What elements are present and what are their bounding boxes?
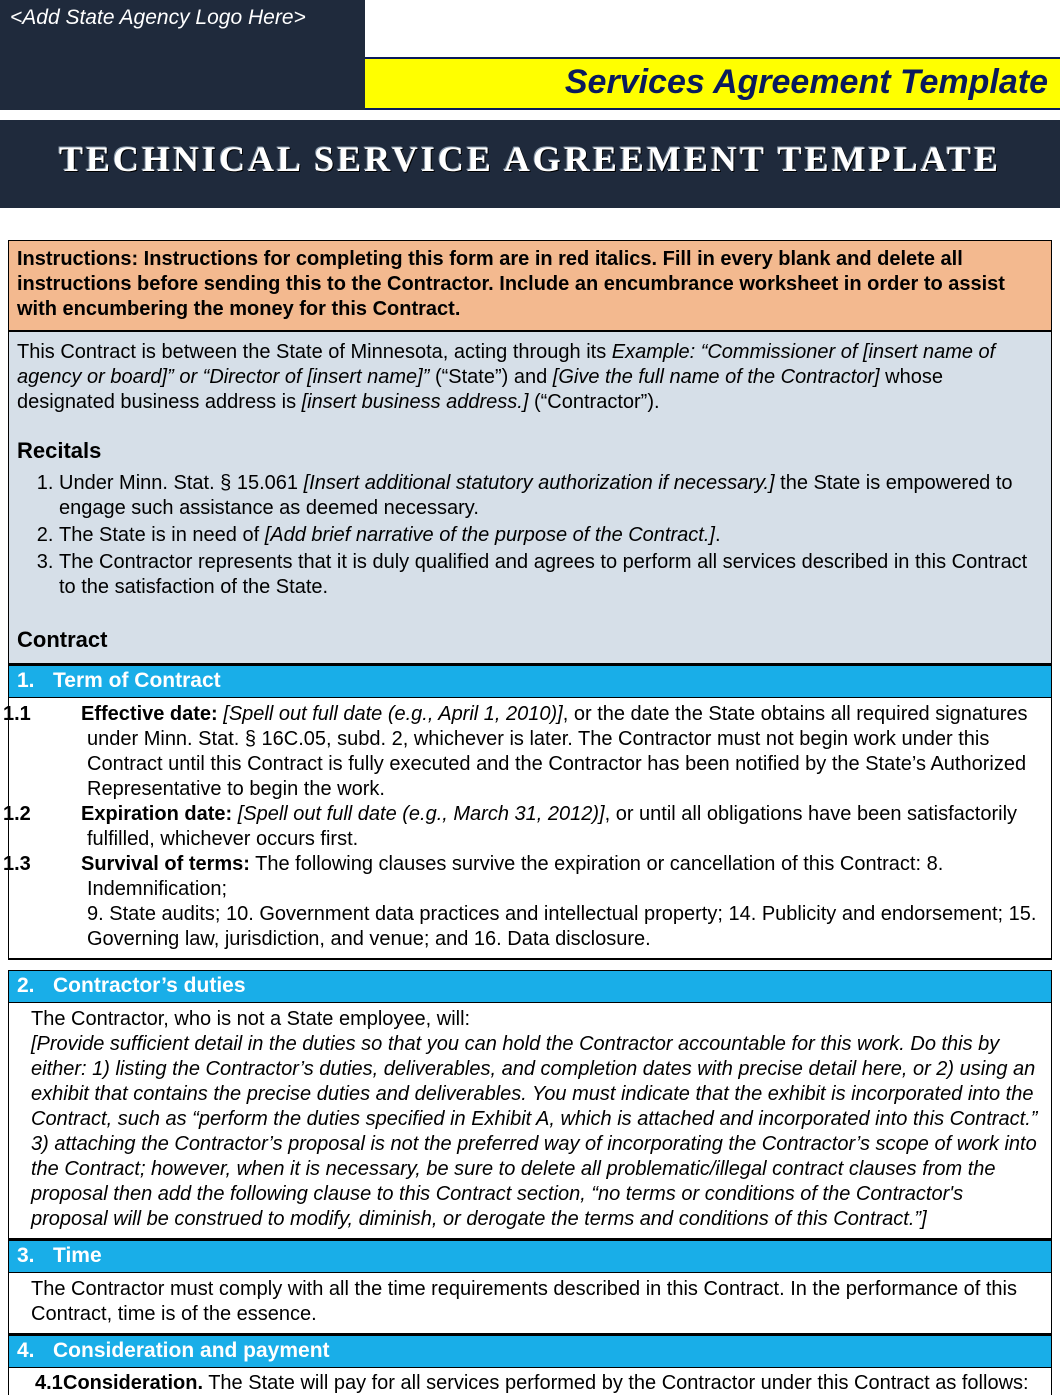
main-title-band: TECHNICAL SERVICE AGREEMENT TEMPLATE <box>0 120 1060 208</box>
header-top-right: Services Agreement Template <box>365 0 1060 110</box>
instructions-box: Instructions: Instructions for completin… <box>8 240 1052 332</box>
section-num: 4. <box>17 1339 39 1363</box>
recital-item: Under Minn. Stat. § 15.061 [Insert addit… <box>59 471 1043 521</box>
preamble-text: This Contract is between the State of Mi… <box>17 340 1043 415</box>
section-title: Contractor’s duties <box>53 974 246 998</box>
section-4-body: 4.1 Consideration. The State will pay fo… <box>8 1368 1052 1395</box>
section-title: Consideration and payment <box>53 1339 330 1363</box>
clause-label: Consideration. <box>63 1372 203 1394</box>
section-num: 2. <box>17 974 39 998</box>
section-bar-2: 2. Contractor’s duties <box>8 970 1052 1003</box>
contract-heading: Contract <box>17 626 1043 654</box>
main-title: TECHNICAL SERVICE AGREEMENT TEMPLATE <box>10 138 1050 180</box>
recitals-list: Under Minn. Stat. § 15.061 [Insert addit… <box>17 471 1043 600</box>
section-bar-3: 3. Time <box>8 1240 1052 1273</box>
clause-1.1: 1.1Effective date: [Spell out full date … <box>45 702 1043 802</box>
clause-num: 4.1 <box>17 1372 63 1395</box>
section-3-body: The Contractor must comply with all the … <box>8 1273 1052 1335</box>
recital-item: The Contractor represents that it is dul… <box>59 550 1043 600</box>
clause-1.2: 1.2Expiration date: [Spell out full date… <box>45 802 1043 852</box>
section-1-body: 1.1Effective date: [Spell out full date … <box>8 698 1052 960</box>
section-num: 1. <box>17 669 39 693</box>
clause-text: The State will pay for all services perf… <box>203 1372 1029 1394</box>
yellow-title-band: Services Agreement Template <box>365 57 1060 110</box>
section-2-body: The Contractor, who is not a State emplo… <box>8 1003 1052 1240</box>
recitals-heading: Recitals <box>17 437 1043 465</box>
clause-4-1: 4.1 Consideration. The State will pay fo… <box>17 1372 1043 1395</box>
logo-placeholder: <Add State Agency Logo Here> <box>0 0 365 110</box>
document-header: <Add State Agency Logo Here> Services Ag… <box>0 0 1060 208</box>
header-top-row: <Add State Agency Logo Here> Services Ag… <box>0 0 1060 110</box>
clause-body: Consideration. The State will pay for al… <box>63 1372 1029 1395</box>
preamble-box: This Contract is between the State of Mi… <box>8 332 1052 665</box>
header-divider <box>0 110 1060 120</box>
page-body: Instructions: Instructions for completin… <box>0 208 1060 1395</box>
section-bar-4: 4. Consideration and payment <box>8 1335 1052 1368</box>
header-whitespace <box>365 0 1060 57</box>
section-num: 3. <box>17 1244 39 1268</box>
recital-item: The State is in need of [Add brief narra… <box>59 523 1043 548</box>
clause-1.3: 1.3Survival of terms: The following clau… <box>45 852 1043 952</box>
section-bar-1: 1. Term of Contract <box>8 665 1052 698</box>
section-title: Time <box>53 1244 102 1268</box>
section-title: Term of Contract <box>53 669 221 693</box>
